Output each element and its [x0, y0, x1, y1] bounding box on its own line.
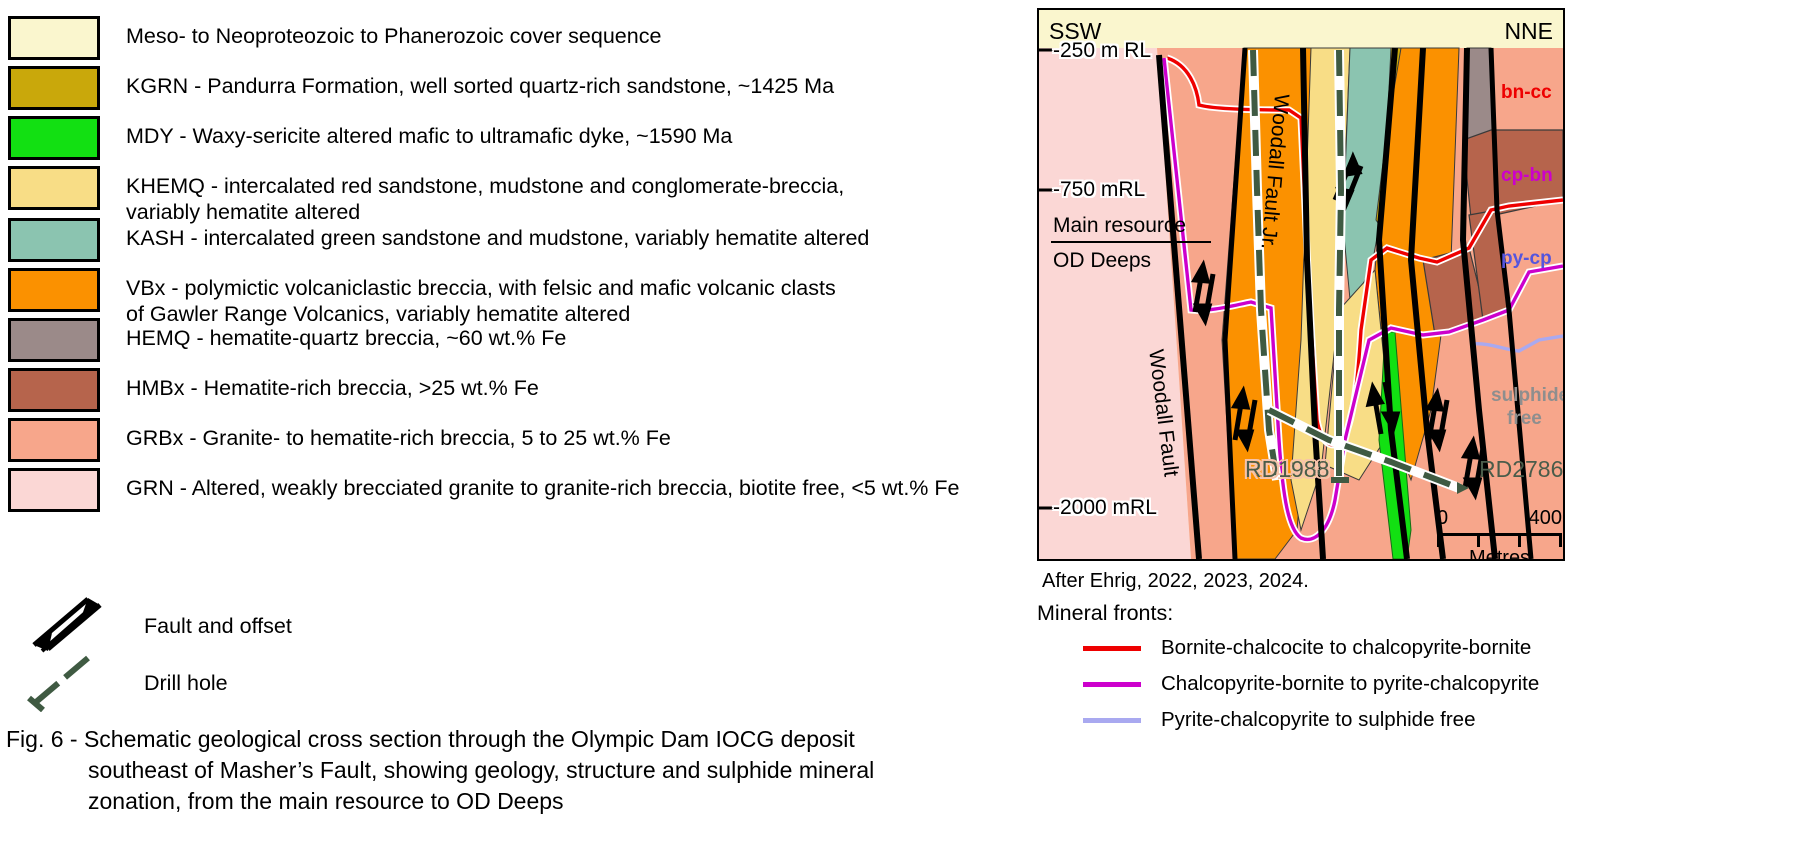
legend-label-cover: Meso- to Neoproteozoic to Phanerozoic co… [126, 24, 662, 48]
caption-line-2: southeast of Masher’s Fault, showing geo… [88, 757, 875, 783]
fault-offset-arrows-left-mid [1190, 259, 1216, 327]
fault-offset-arrows-lower-central [1365, 381, 1401, 435]
mineral-front-label-py-cp: Pyrite-chalcopyrite to sulphide free [1161, 708, 1476, 731]
legend-label-grbx: GRBx - Granite- to hematite-rich breccia… [126, 426, 671, 450]
legend-item-mdy: MDY - Waxy-sericite altered mafic to ult… [8, 116, 732, 160]
fault-offset-arrows-lower-left [1230, 385, 1258, 453]
legend-swatch-hemq [8, 318, 100, 362]
drill-hole-icon [27, 655, 90, 712]
legend-label-kgrn: KGRN - Pandurra Formation, well sorted q… [126, 74, 835, 98]
legend-item-hemq: HEMQ - hematite-quartz breccia, ~60 wt.%… [8, 318, 566, 362]
legend-swatch-hmbx [8, 368, 100, 412]
legend-label-vbx: VBx - polymictic volcaniclastic breccia,… [126, 276, 836, 326]
mineral-fronts-title: Mineral fronts: [1037, 601, 1174, 625]
legend-item-hmbx: HMBx - Hematite-rich breccia, >25 wt.% F… [8, 368, 539, 412]
fault-offset-arrows-lower-right-a [1424, 387, 1450, 453]
fault-right-outer [1459, 47, 1498, 559]
mineral-front-swatch-bn-cc [1083, 645, 1141, 651]
legend-label-fault: Fault and offset [144, 613, 292, 638]
legend-item-drillhole: Drill hole [26, 654, 228, 712]
fault-offset-arrows-lower-right-b [1460, 435, 1486, 501]
mineral-front-cp-bn [1162, 57, 1563, 541]
source-note: After Ehrig, 2022, 2023, 2024. [1042, 570, 1309, 592]
legend-item-vbx: VBx - polymictic volcaniclastic breccia,… [8, 268, 836, 327]
fault-central [1375, 47, 1410, 559]
legend-item-cover: Meso- to Neoproteozoic to Phanerozoic co… [8, 16, 661, 60]
drill-hole-collar-rd2786a [1457, 482, 1469, 494]
fault-left-inner [1222, 47, 1248, 559]
mineral-front-label-bn-cc: Bornite-chalcocite to chalcopyrite-borni… [1161, 636, 1532, 659]
legend-item-kash: KASH - intercalated green sandstone and … [8, 218, 869, 262]
scalebar-units: Metres [1468, 547, 1531, 561]
scale-bar: 0 400 Metres [1437, 507, 1562, 561]
cross-section-figure: SSW NNE -250 m RL -750 mRL -2000 mRL Mai… [1037, 8, 1565, 561]
mineral-front-label-cp-bn: Chalcopyrite-bornite to pyrite-chalcopyr… [1161, 672, 1540, 695]
legend-label-grn: GRN - Altered, weakly brecciated granite… [126, 476, 960, 500]
scalebar-min: 0 [1437, 507, 1449, 529]
fault-and-offset-icon [32, 597, 102, 653]
legend-label-mdy: MDY - Waxy-sericite altered mafic to ult… [126, 124, 733, 148]
legend-item-grbx: GRBx - Granite- to hematite-rich breccia… [8, 418, 671, 462]
cross-section-drawing [1039, 10, 1563, 559]
drill-hole-rd1988-inner [1331, 49, 1349, 483]
figure-caption: Fig. 6 - Schematic geological cross sect… [6, 724, 1016, 817]
legend-item-khemq: KHEMQ - intercalated red sandstone, muds… [8, 166, 844, 225]
unit-cover-sequence [1039, 10, 1563, 48]
mineral-front-swatch-cp-bn [1083, 681, 1141, 687]
mineral-front-legend-cp-bn: Chalcopyrite-bornite to pyrite-chalcopyr… [1083, 672, 1539, 696]
legend-swatch-khemq [8, 166, 100, 210]
caption-line-3: zonation, from the main resource to OD D… [88, 788, 564, 814]
cross-section-panel: SSW NNE -250 m RL -750 mRL -2000 mRL Mai… [1030, 0, 1800, 850]
scalebar-max: 400 [1528, 507, 1562, 529]
legend-item-grn: GRN - Altered, weakly brecciated granite… [8, 468, 960, 512]
legend-item-fault: Fault and offset [26, 595, 292, 657]
legend-swatch-grn [8, 468, 100, 512]
legend-swatch-cover [8, 16, 100, 60]
caption-line-1: Fig. 6 - Schematic geological cross sect… [6, 726, 855, 752]
legend-item-kgrn: KGRN - Pandurra Formation, well sorted q… [8, 66, 834, 110]
unit-grn-left [1039, 48, 1191, 559]
legend-swatch-kash [8, 218, 100, 262]
legend-label-hmbx: HMBx - Hematite-rich breccia, >25 wt.% F… [126, 376, 539, 400]
mineral-front-legend-py-cp: Pyrite-chalcopyrite to sulphide free [1083, 708, 1476, 732]
fault-right-inner [1407, 47, 1446, 559]
legend-panel: Meso- to Neoproteozoic to Phanerozoic co… [6, 16, 1016, 817]
legend-label-drillhole: Drill hole [144, 670, 228, 695]
mineral-front-legend-bn-cc: Bornite-chalcocite to chalcopyrite-borni… [1083, 636, 1531, 660]
legend-swatch-vbx [8, 268, 100, 312]
fault-woodall [1156, 54, 1202, 559]
drill-hole-rd2786a [1266, 405, 1469, 494]
legend-swatch-mdy [8, 116, 100, 160]
drill-hole-rd1988 [1248, 49, 1282, 481]
fault-woodall-jr [1300, 47, 1326, 559]
fault-far-right [1488, 47, 1534, 559]
scalebar-track [1437, 533, 1562, 547]
legend-swatch-kgrn [8, 66, 100, 110]
drill-hole-collar [27, 695, 45, 712]
legend-label-kash: KASH - intercalated green sandstone and … [126, 226, 870, 250]
mineral-front-py-cp [1470, 334, 1563, 353]
legend-swatch-grbx [8, 418, 100, 462]
legend-label-khemq: KHEMQ - intercalated red sandstone, muds… [126, 174, 845, 224]
mineral-front-swatch-py-cp [1083, 717, 1141, 723]
legend-label-hemq: HEMQ - hematite-quartz breccia, ~60 wt.%… [126, 326, 567, 350]
